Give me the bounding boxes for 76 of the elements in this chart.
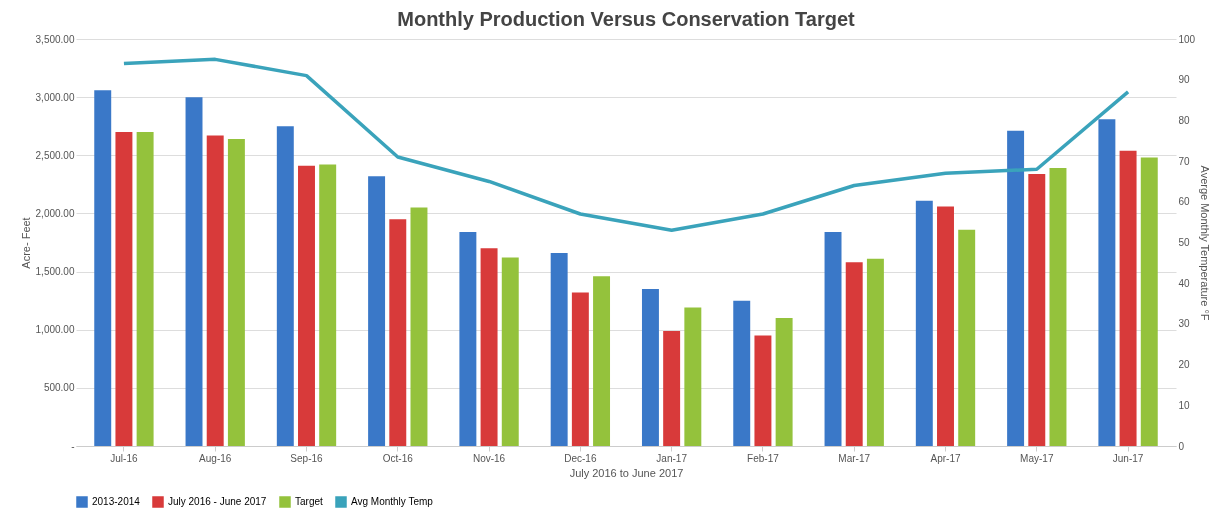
bar xyxy=(1140,157,1158,446)
y-tick-label: 500.00 xyxy=(43,382,75,394)
x-tick-label: Jul-16 xyxy=(110,452,138,464)
x-tick-label: Aug-16 xyxy=(199,452,232,464)
y-tick-label: 1,000.00 xyxy=(35,324,75,336)
x-tick-label: May-17 xyxy=(1020,452,1054,464)
bar xyxy=(501,257,519,446)
bar xyxy=(550,252,568,446)
x-tick-label: Jun-17 xyxy=(1112,452,1144,464)
y2-tick-label: 50 xyxy=(1178,237,1191,248)
bar xyxy=(845,262,863,446)
x-tick-label: Feb-17 xyxy=(747,452,780,464)
legend-label: Target xyxy=(295,496,324,507)
y2-tick-label: 0 xyxy=(1178,440,1185,452)
x-tick-label: Oct-16 xyxy=(382,452,414,464)
bar xyxy=(1049,168,1067,446)
line-series xyxy=(122,57,1130,233)
bar xyxy=(663,330,681,446)
y2-tick-label: 90 xyxy=(1178,74,1191,86)
x-tick-label: Jan-17 xyxy=(656,452,688,464)
bar xyxy=(1028,173,1046,446)
y-tick-label: 2,000.00 xyxy=(35,207,75,219)
y-tick-label: 3,500.00 xyxy=(35,33,75,45)
x-tick-label: Sep-16 xyxy=(290,452,324,464)
y2-tick-label: 80 xyxy=(1178,114,1191,126)
y2-axis-title: Averge Monthly Temperature °F xyxy=(1199,165,1212,321)
bar xyxy=(571,292,589,446)
bar xyxy=(276,126,294,446)
y2-tick-label: 70 xyxy=(1178,155,1191,167)
y-axis-title: Acre- Feet xyxy=(19,217,32,269)
bar xyxy=(958,229,976,446)
legend-label: 2013-2014 xyxy=(92,496,141,507)
bar xyxy=(136,132,154,446)
chart-title: Monthly Production Versus Conservation Target xyxy=(397,8,856,30)
bar xyxy=(206,135,224,446)
y2-tick-label: 30 xyxy=(1178,318,1191,330)
bar xyxy=(94,90,112,446)
legend-label: Avg Monthly Temp xyxy=(351,496,434,507)
bar xyxy=(824,232,842,446)
bar xyxy=(1098,119,1116,446)
y2-tick-label: 40 xyxy=(1178,277,1191,289)
bar xyxy=(227,139,245,446)
y-tick-label: - xyxy=(71,440,75,452)
bar xyxy=(641,289,659,446)
legend-label: July 2016 - June 2017 xyxy=(168,496,267,507)
bar xyxy=(459,232,477,446)
bar xyxy=(915,200,933,446)
bar xyxy=(389,219,407,446)
y-tick-label: 2,500.00 xyxy=(35,149,75,161)
y2-tick-label: 100 xyxy=(1178,33,1196,45)
x-tick-label: Mar-17 xyxy=(838,452,871,464)
bar xyxy=(298,165,315,446)
x-tick-label: Dec-16 xyxy=(564,452,597,464)
bar xyxy=(684,307,702,446)
bar xyxy=(410,207,428,446)
bar xyxy=(593,276,611,446)
bar xyxy=(319,164,337,446)
bar xyxy=(1119,150,1137,446)
x-tick-label: Nov-16 xyxy=(472,452,506,464)
x-tick-label: Apr-17 xyxy=(930,452,961,464)
x-axis-title: July 2016 to June 2017 xyxy=(569,466,684,479)
bar xyxy=(775,318,793,446)
y-tick-label: 1,500.00 xyxy=(35,266,75,278)
bar xyxy=(754,335,772,446)
bar xyxy=(115,132,133,446)
bar xyxy=(1007,130,1025,446)
bar xyxy=(368,176,386,446)
y-tick-label: 3,000.00 xyxy=(35,91,75,103)
bar xyxy=(733,300,751,446)
bar xyxy=(866,258,884,446)
y2-tick-label: 60 xyxy=(1178,196,1191,208)
bar xyxy=(937,206,954,446)
bar xyxy=(480,248,498,446)
y2-tick-label: 20 xyxy=(1178,359,1191,371)
y2-tick-label: 10 xyxy=(1178,399,1191,411)
bar xyxy=(185,97,203,446)
